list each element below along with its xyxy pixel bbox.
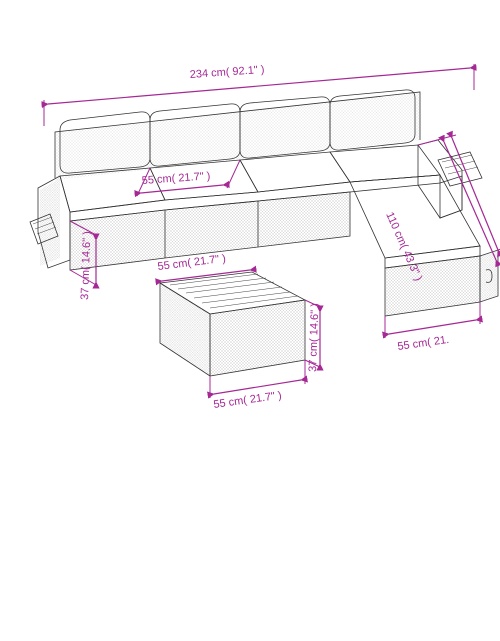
dim-seat-width: 55 cm( 21.7" )	[141, 170, 210, 187]
furniture-drawing	[30, 90, 498, 376]
dim-total-width: 234 cm( 92.1" )	[189, 64, 264, 81]
dim-table-h: 37 cm( 14.6" )	[307, 303, 321, 372]
dim-ott-w: 55 cm( 21.	[397, 334, 450, 353]
armrest-left	[30, 176, 70, 268]
dim-seat-height-l: 37 cm( 14.6" )	[79, 231, 93, 300]
coffee-table	[160, 272, 305, 376]
